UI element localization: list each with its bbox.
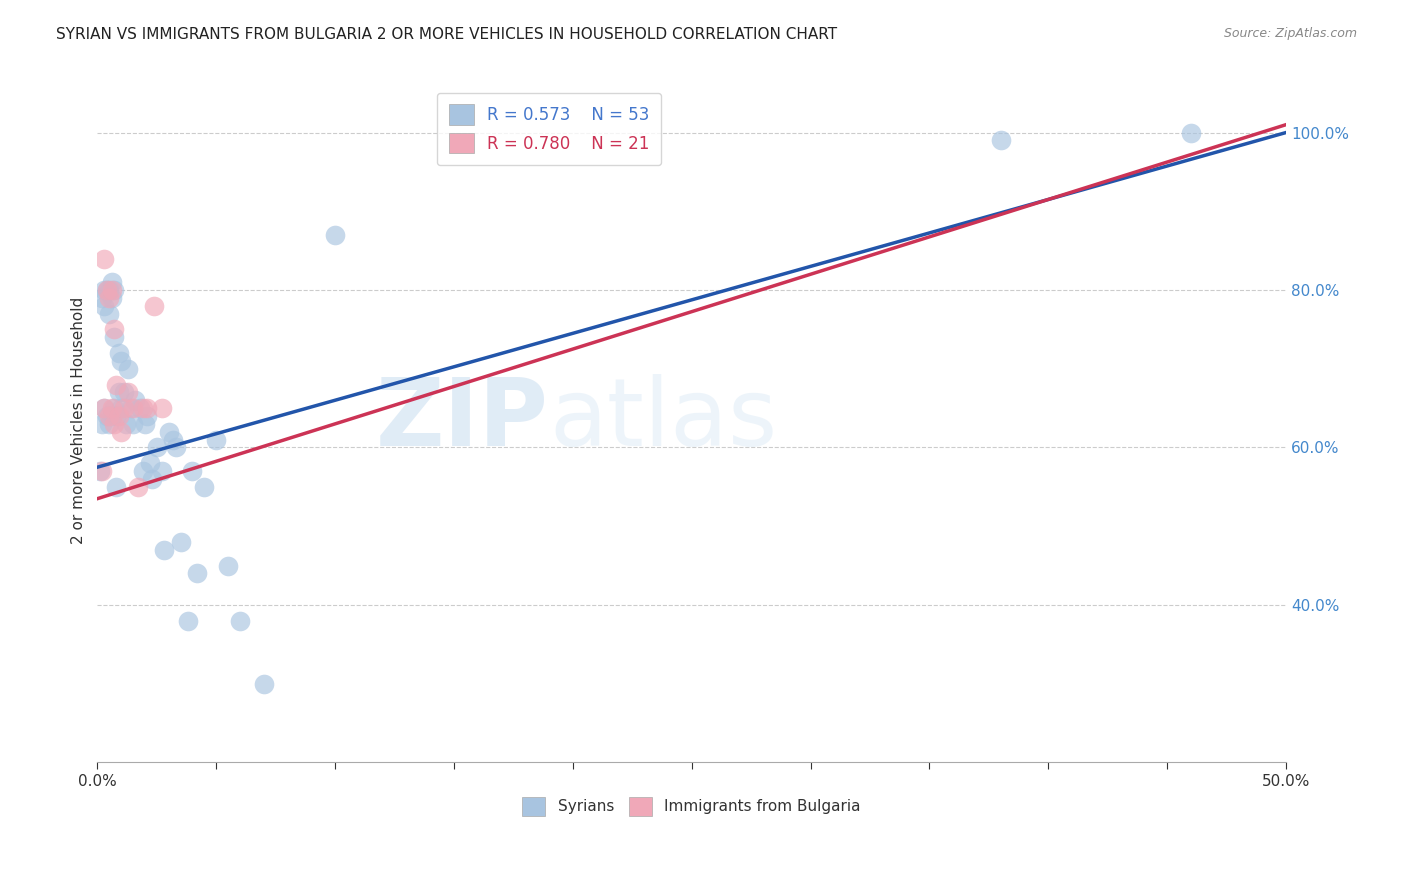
- Point: [176, 614, 198, 628]
- Point: [131, 401, 153, 416]
- Point: [117, 385, 139, 400]
- Point: [96, 283, 118, 297]
- Point: [122, 401, 145, 416]
- Point: [157, 425, 180, 439]
- Point: [990, 133, 1012, 147]
- Legend: Syrians, Immigrants from Bulgaria: Syrians, Immigrants from Bulgaria: [515, 789, 869, 823]
- Point: [1180, 126, 1202, 140]
- Point: [253, 676, 276, 690]
- Point: [91, 464, 114, 478]
- Point: [100, 401, 122, 416]
- Point: [134, 417, 156, 431]
- Point: [98, 283, 121, 297]
- Point: [117, 361, 139, 376]
- Point: [112, 385, 135, 400]
- Point: [103, 417, 125, 431]
- Text: SYRIAN VS IMMIGRANTS FROM BULGARIA 2 OR MORE VEHICLES IN HOUSEHOLD CORRELATION C: SYRIAN VS IMMIGRANTS FROM BULGARIA 2 OR …: [56, 27, 838, 42]
- Point: [110, 354, 132, 368]
- Point: [136, 401, 159, 416]
- Point: [93, 401, 115, 416]
- Point: [98, 307, 121, 321]
- Text: Source: ZipAtlas.com: Source: ZipAtlas.com: [1223, 27, 1357, 40]
- Point: [105, 377, 128, 392]
- Point: [143, 299, 166, 313]
- Point: [100, 283, 122, 297]
- Point: [217, 558, 239, 573]
- Point: [186, 566, 208, 581]
- Point: [323, 227, 346, 242]
- Point: [150, 464, 173, 478]
- Point: [103, 322, 125, 336]
- Point: [131, 464, 153, 478]
- Point: [229, 614, 252, 628]
- Y-axis label: 2 or more Vehicles in Household: 2 or more Vehicles in Household: [72, 296, 86, 543]
- Point: [115, 417, 138, 431]
- Point: [110, 425, 132, 439]
- Point: [96, 409, 118, 423]
- Point: [162, 433, 184, 447]
- Point: [127, 480, 149, 494]
- Point: [141, 472, 163, 486]
- Point: [105, 480, 128, 494]
- Point: [105, 409, 128, 423]
- Text: ZIP: ZIP: [377, 374, 548, 466]
- Point: [93, 252, 115, 266]
- Point: [91, 291, 114, 305]
- Point: [165, 441, 187, 455]
- Point: [107, 409, 129, 423]
- Point: [100, 291, 122, 305]
- Point: [96, 283, 118, 297]
- Point: [93, 401, 115, 416]
- Point: [146, 441, 169, 455]
- Point: [181, 464, 204, 478]
- Point: [169, 535, 191, 549]
- Point: [122, 417, 145, 431]
- Point: [89, 464, 111, 478]
- Point: [129, 401, 152, 416]
- Point: [103, 283, 125, 297]
- Point: [112, 401, 135, 416]
- Point: [150, 401, 173, 416]
- Point: [120, 401, 142, 416]
- Point: [193, 480, 215, 494]
- Point: [107, 385, 129, 400]
- Point: [103, 330, 125, 344]
- Point: [138, 456, 160, 470]
- Point: [100, 275, 122, 289]
- Point: [91, 417, 114, 431]
- Point: [124, 393, 146, 408]
- Point: [98, 417, 121, 431]
- Point: [205, 433, 228, 447]
- Point: [153, 542, 176, 557]
- Text: atlas: atlas: [548, 374, 778, 466]
- Point: [100, 409, 122, 423]
- Point: [93, 299, 115, 313]
- Point: [93, 283, 115, 297]
- Point: [98, 409, 121, 423]
- Point: [103, 401, 125, 416]
- Point: [98, 291, 121, 305]
- Point: [110, 401, 132, 416]
- Point: [136, 409, 159, 423]
- Point: [107, 346, 129, 360]
